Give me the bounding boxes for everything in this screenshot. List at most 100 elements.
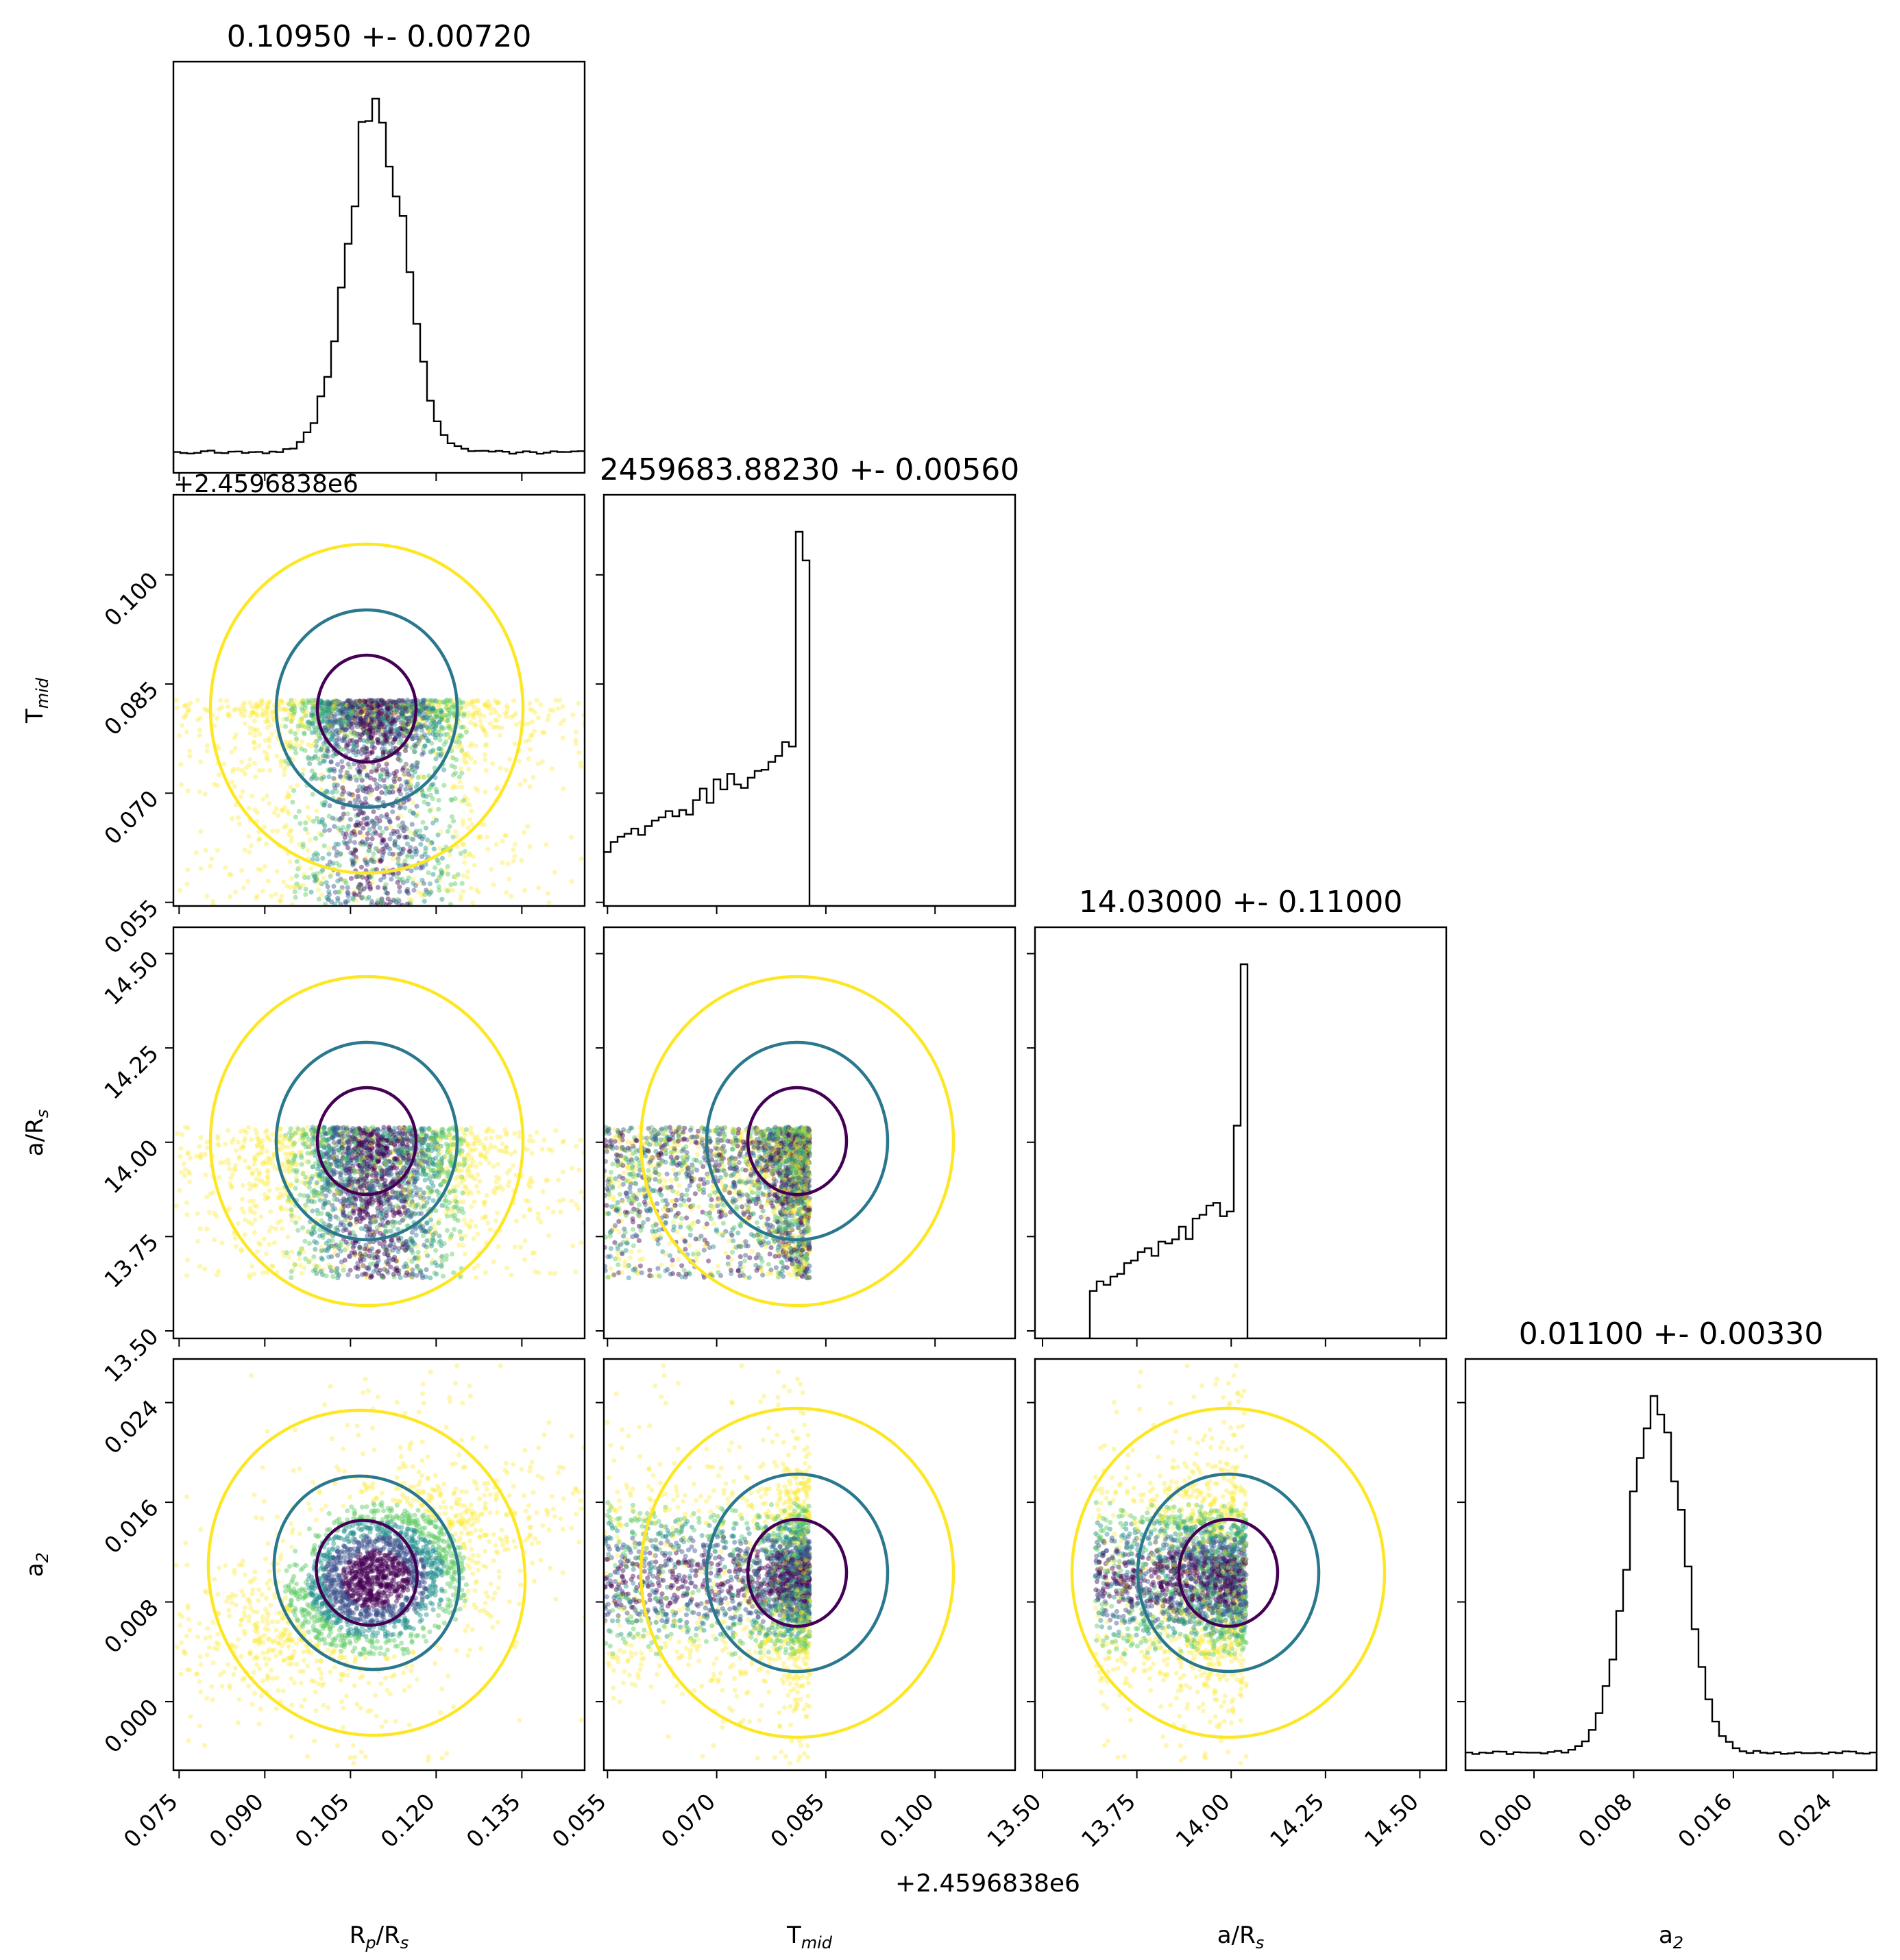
scatter-point <box>312 715 317 721</box>
scatter-point <box>396 1246 402 1251</box>
scatter-point <box>429 709 435 714</box>
scatter-point <box>324 1137 330 1143</box>
scatter-point <box>345 1145 351 1151</box>
scatter-point <box>378 833 383 838</box>
scatter-point <box>285 790 291 796</box>
scatter-point <box>313 744 319 749</box>
scatter-point <box>247 731 253 736</box>
scatter-point <box>467 1163 473 1168</box>
scatter-point <box>472 722 478 727</box>
scatter-point <box>415 1255 421 1261</box>
scatter-point <box>433 786 439 792</box>
scatter-point <box>291 706 296 711</box>
scatter-point <box>539 759 545 764</box>
scatter-point <box>353 848 358 853</box>
scatter-point <box>481 713 487 719</box>
scatter-point <box>311 853 317 858</box>
scatter-point <box>363 699 369 705</box>
scatter-point <box>371 1269 376 1275</box>
scatter-point <box>233 707 239 712</box>
scatter-point <box>398 705 404 711</box>
scatter-point <box>377 776 383 782</box>
scatter-point <box>339 747 344 752</box>
scatter-point <box>333 711 339 717</box>
scatter-point <box>324 707 330 712</box>
scatter-point <box>326 719 331 724</box>
scatter-point <box>364 1173 369 1179</box>
scatter-point <box>483 733 489 739</box>
scatter-point <box>406 701 412 707</box>
scatter-point <box>328 707 333 712</box>
scatter-point <box>460 1242 466 1249</box>
scatter-point <box>355 812 361 818</box>
scatter-point <box>406 716 413 722</box>
scatter-point <box>461 724 466 730</box>
scatter-point <box>426 1176 432 1181</box>
scatter-point <box>404 854 410 859</box>
scatter-point <box>420 891 426 896</box>
scatter-point <box>350 1229 356 1235</box>
scatter-point <box>360 700 365 706</box>
scatter-point <box>300 701 306 707</box>
scatter-point <box>330 1274 336 1279</box>
scatter-point <box>426 801 431 807</box>
scatter-point <box>262 863 267 869</box>
scatter-point <box>313 775 319 781</box>
scatter-point <box>411 810 416 816</box>
panel-frame <box>172 493 586 907</box>
scatter-point <box>369 818 375 824</box>
scatter-point <box>396 703 402 709</box>
scatter-point <box>294 881 300 887</box>
scatter-point <box>179 782 184 787</box>
scatter-point <box>329 1145 334 1151</box>
scatter-point <box>398 804 404 809</box>
scatter-point <box>178 1146 184 1151</box>
scatter-point <box>447 725 452 731</box>
scatter-point <box>351 1177 356 1182</box>
scatter-point <box>197 1154 203 1160</box>
scatter-point <box>439 1203 445 1208</box>
scatter-point <box>334 700 340 705</box>
scatter-point <box>368 857 374 863</box>
scatter-point <box>432 729 438 735</box>
scatter-point <box>367 1141 372 1147</box>
scatter-point <box>424 887 429 893</box>
scatter-point <box>306 723 312 728</box>
scatter-point <box>319 700 325 706</box>
scatter-point <box>398 758 403 763</box>
scatter-point <box>319 719 325 724</box>
scatter-point <box>329 899 334 905</box>
scatter-point <box>419 1171 425 1177</box>
scatter-point <box>470 1148 476 1153</box>
scatter-point <box>437 1172 443 1177</box>
scatter-point <box>319 892 324 898</box>
scatter-point <box>430 706 436 711</box>
scatter-point <box>358 888 363 894</box>
scatter-point <box>223 1141 228 1147</box>
scatter-point <box>405 702 411 709</box>
scatter-point <box>355 1168 361 1174</box>
scatter-point <box>372 745 377 750</box>
scatter-point <box>238 1129 243 1134</box>
scatter-point <box>430 1237 435 1242</box>
scatter-point <box>349 705 354 711</box>
scatter-point <box>387 1165 393 1171</box>
scatter-point <box>407 1125 413 1130</box>
scatter-point <box>424 714 429 720</box>
scatter-point <box>343 1157 349 1162</box>
scatter-point <box>287 712 292 718</box>
scatter-point <box>401 726 406 732</box>
scatter-point <box>412 849 417 855</box>
scatter-point <box>336 890 341 895</box>
scatter-point <box>364 702 369 708</box>
scatter-point <box>403 728 409 733</box>
scatter-point <box>432 720 437 725</box>
scatter-point <box>382 727 387 733</box>
scatter-point <box>328 1264 333 1270</box>
scatter-point <box>369 749 375 755</box>
scatter-point <box>447 1149 452 1155</box>
scatter-point <box>480 728 487 733</box>
scatter-point <box>265 1127 270 1134</box>
scatter-point <box>363 717 369 722</box>
scatter-point <box>311 1134 317 1140</box>
